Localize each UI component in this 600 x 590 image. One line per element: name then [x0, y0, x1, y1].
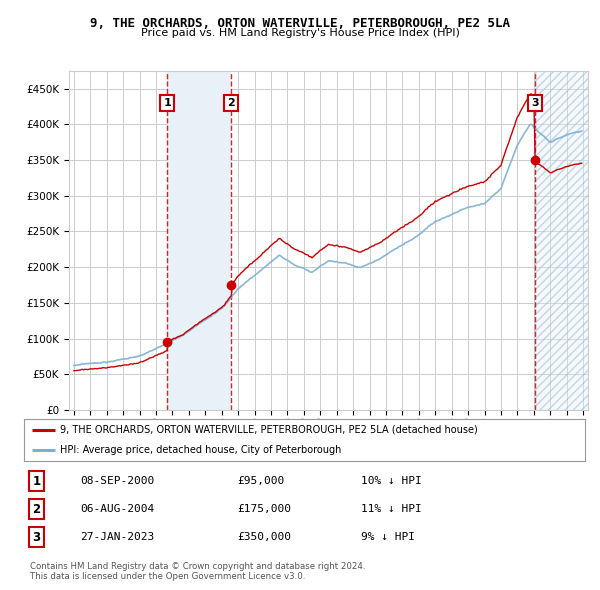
Text: Contains HM Land Registry data © Crown copyright and database right 2024.: Contains HM Land Registry data © Crown c…	[30, 562, 365, 571]
Text: Price paid vs. HM Land Registry's House Price Index (HPI): Price paid vs. HM Land Registry's House …	[140, 28, 460, 38]
Text: 2: 2	[227, 98, 235, 108]
Text: 9% ↓ HPI: 9% ↓ HPI	[361, 532, 415, 542]
Text: 1: 1	[32, 475, 40, 488]
Text: This data is licensed under the Open Government Licence v3.0.: This data is licensed under the Open Gov…	[30, 572, 305, 581]
Text: 10% ↓ HPI: 10% ↓ HPI	[361, 476, 421, 486]
Text: 9, THE ORCHARDS, ORTON WATERVILLE, PETERBOROUGH, PE2 5LA (detached house): 9, THE ORCHARDS, ORTON WATERVILLE, PETER…	[61, 425, 478, 435]
Bar	[535, 71, 588, 410]
Bar	[535, 71, 588, 410]
Bar	[167, 71, 232, 410]
Text: 1: 1	[163, 98, 171, 108]
Text: 9, THE ORCHARDS, ORTON WATERVILLE, PETERBOROUGH, PE2 5LA: 9, THE ORCHARDS, ORTON WATERVILLE, PETER…	[90, 17, 510, 30]
Text: HPI: Average price, detached house, City of Peterborough: HPI: Average price, detached house, City…	[61, 445, 342, 455]
Text: 11% ↓ HPI: 11% ↓ HPI	[361, 504, 421, 514]
Text: £350,000: £350,000	[237, 532, 291, 542]
Text: 08-SEP-2000: 08-SEP-2000	[80, 476, 154, 486]
Text: 06-AUG-2004: 06-AUG-2004	[80, 504, 154, 514]
Text: £175,000: £175,000	[237, 504, 291, 514]
Text: 3: 3	[531, 98, 539, 108]
Text: 3: 3	[32, 530, 40, 543]
Text: £95,000: £95,000	[237, 476, 284, 486]
Text: 2: 2	[32, 503, 40, 516]
Text: 27-JAN-2023: 27-JAN-2023	[80, 532, 154, 542]
